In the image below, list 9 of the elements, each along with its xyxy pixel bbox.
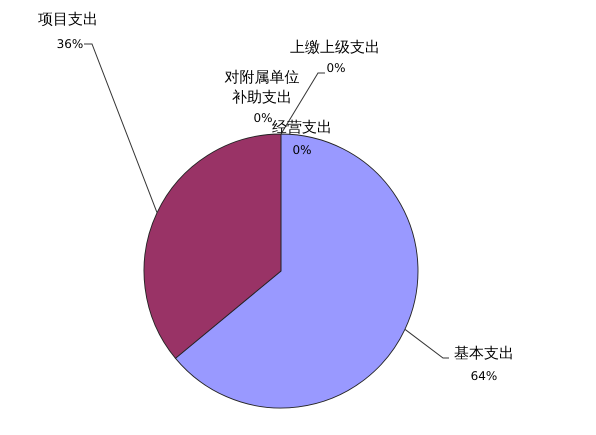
- slice-label: 项目支出: [38, 10, 98, 28]
- text: 0%: [253, 111, 273, 125]
- slice-label: 基本支出: [454, 344, 514, 362]
- category-label: 上缴上级支出: [290, 38, 380, 56]
- data-label: 64%: [470, 369, 498, 383]
- category-label: 对附属单位补助支出: [224, 68, 300, 106]
- data-label: 36%: [56, 37, 84, 51]
- text: 0%: [292, 143, 312, 157]
- text: 0%: [326, 61, 346, 75]
